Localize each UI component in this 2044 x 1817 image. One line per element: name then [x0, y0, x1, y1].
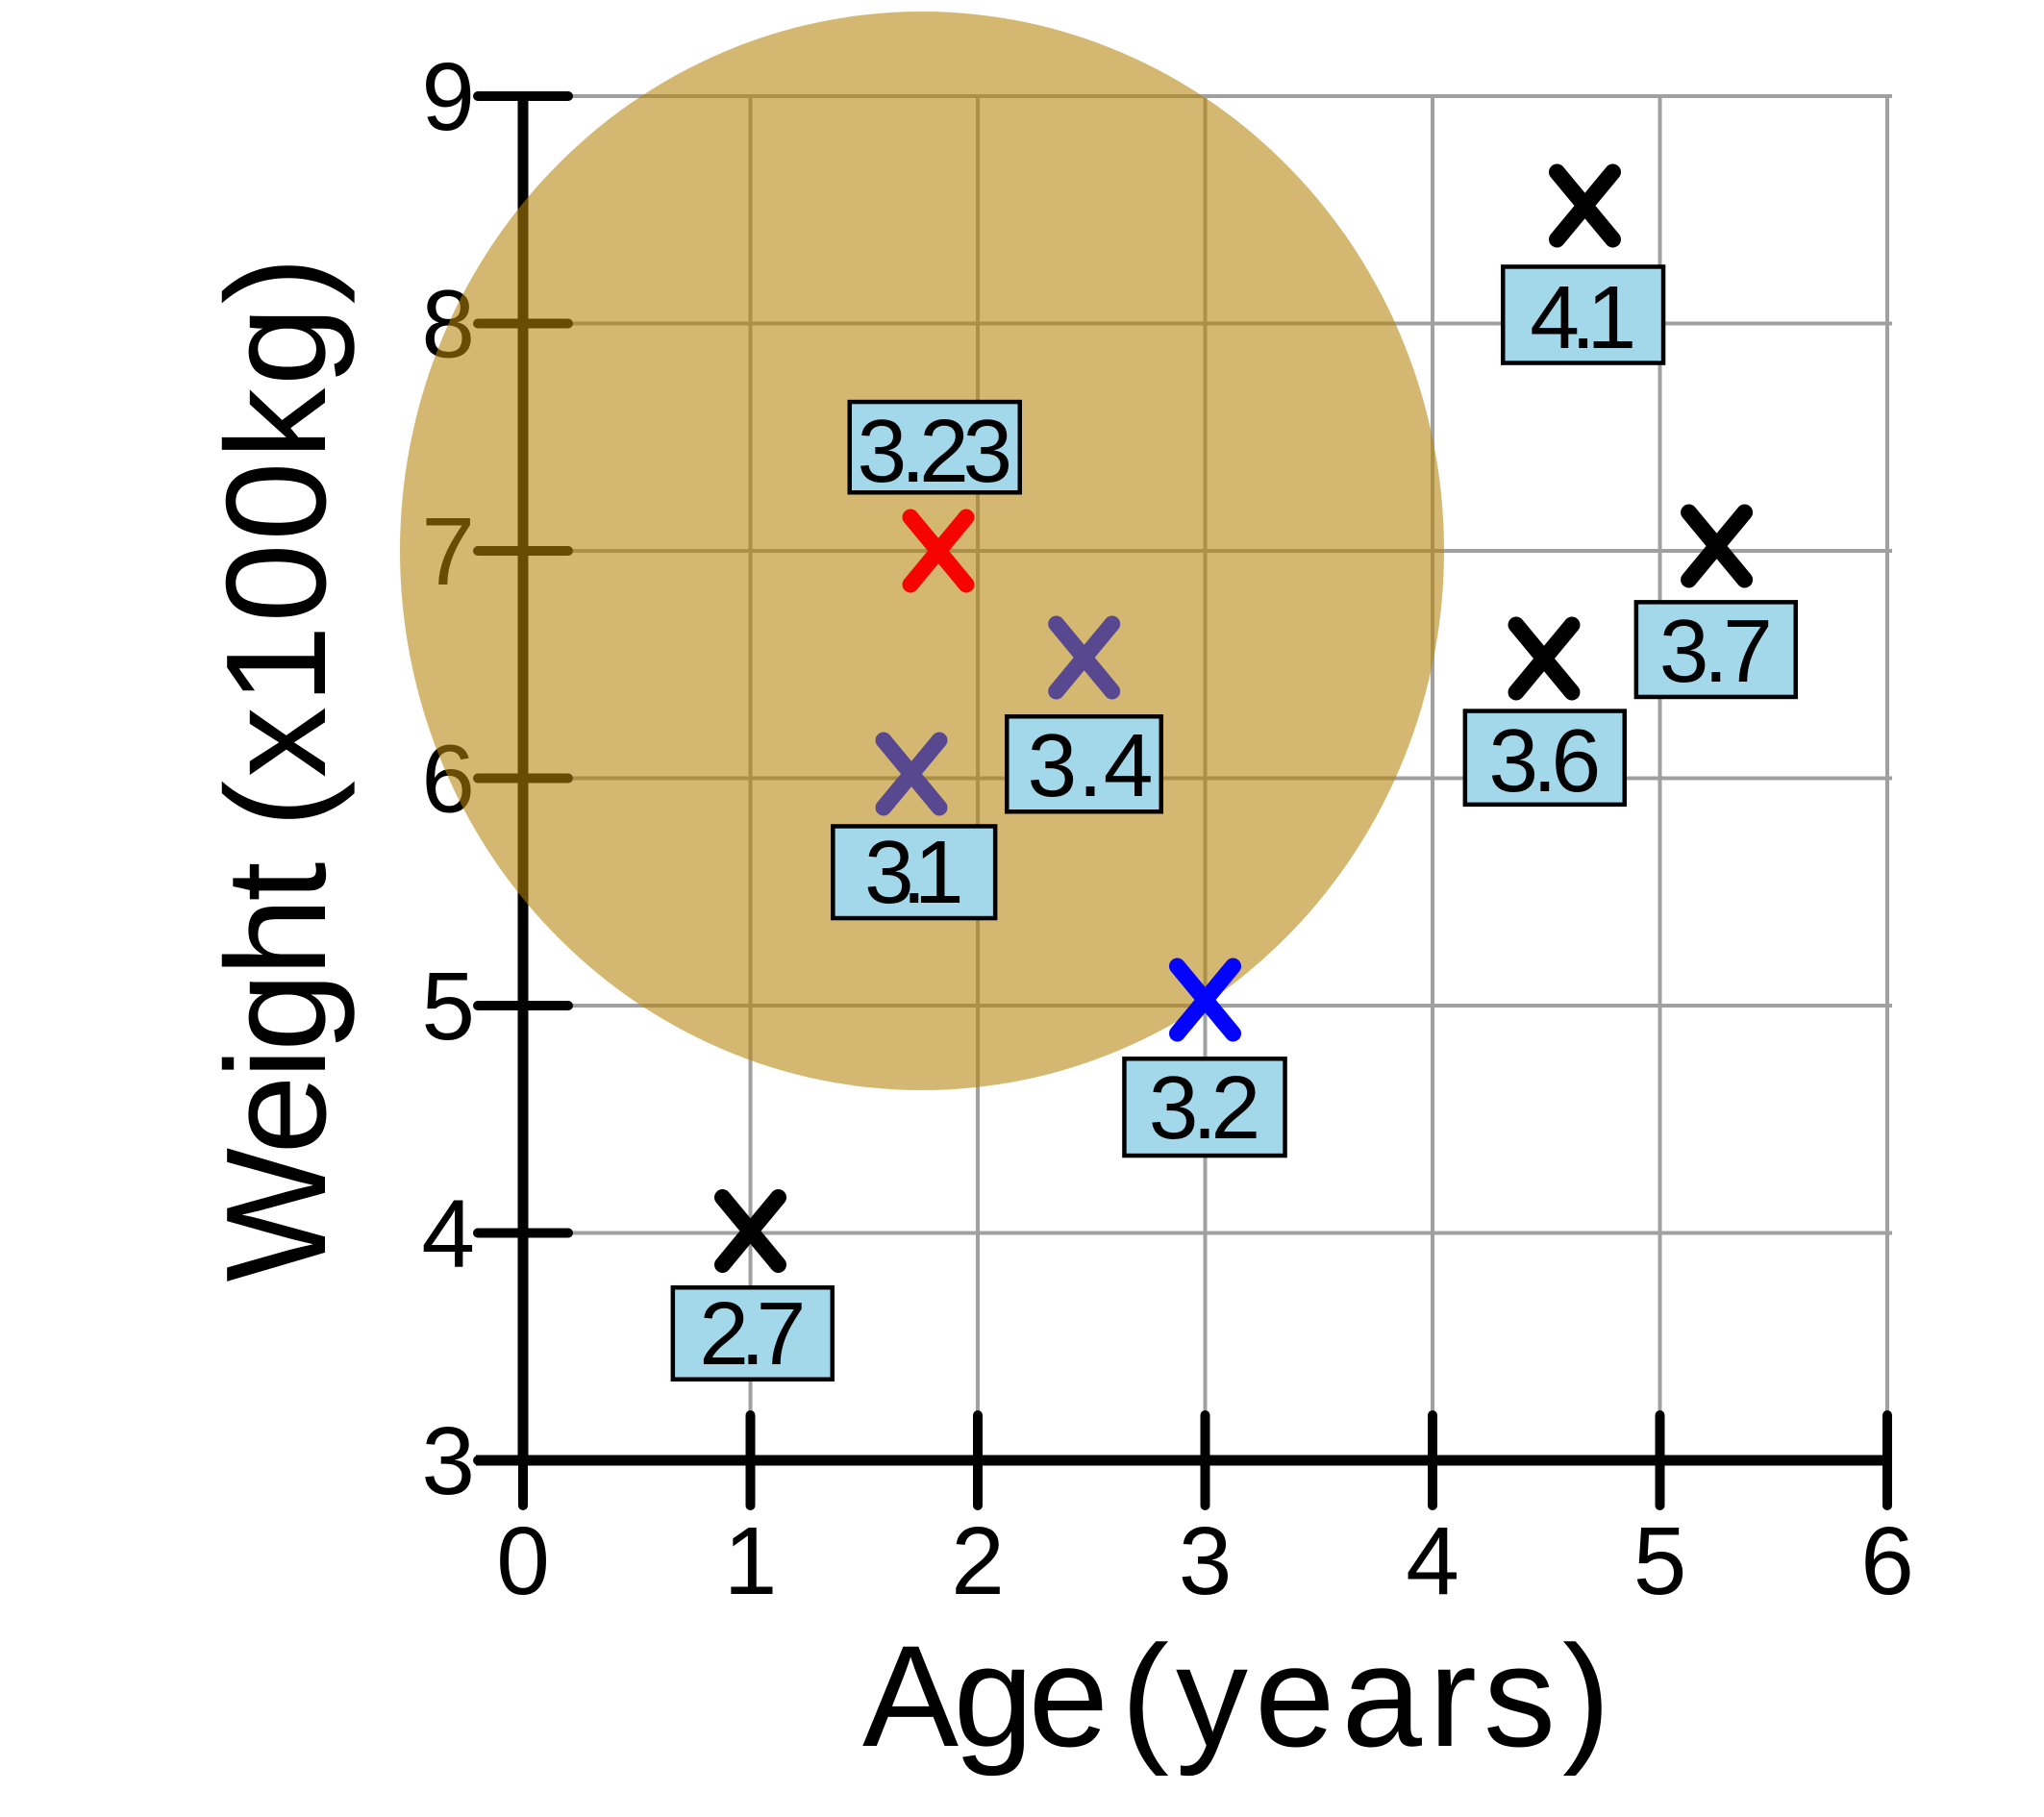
- svg-text:3.1: 3.1: [864, 822, 964, 922]
- svg-text:9: 9: [421, 43, 475, 151]
- svg-text:3.23: 3.23: [858, 401, 1013, 501]
- svg-text:0: 0: [496, 1507, 550, 1615]
- svg-text:4: 4: [421, 1181, 475, 1288]
- svg-text:4: 4: [1406, 1507, 1459, 1615]
- svg-text:2.7: 2.7: [699, 1283, 806, 1383]
- svg-text:3: 3: [1179, 1507, 1233, 1615]
- svg-text:5: 5: [421, 953, 475, 1060]
- svg-text:(years): (years): [1121, 1615, 1610, 1777]
- svg-text:6: 6: [1860, 1507, 1914, 1615]
- svg-text:3.7: 3.7: [1659, 601, 1773, 701]
- svg-text:5: 5: [1633, 1507, 1687, 1615]
- svg-text:2: 2: [951, 1507, 1005, 1615]
- svg-text:3.2: 3.2: [1149, 1058, 1261, 1157]
- svg-text:3.6: 3.6: [1488, 710, 1601, 810]
- svg-text:1: 1: [724, 1507, 778, 1615]
- svg-text:4.1: 4.1: [1530, 267, 1636, 367]
- svg-text:Weight: Weight: [197, 862, 356, 1282]
- svg-text:3: 3: [421, 1407, 475, 1515]
- svg-text:Age: Age: [862, 1615, 1109, 1777]
- svg-text:3.4: 3.4: [1028, 715, 1154, 815]
